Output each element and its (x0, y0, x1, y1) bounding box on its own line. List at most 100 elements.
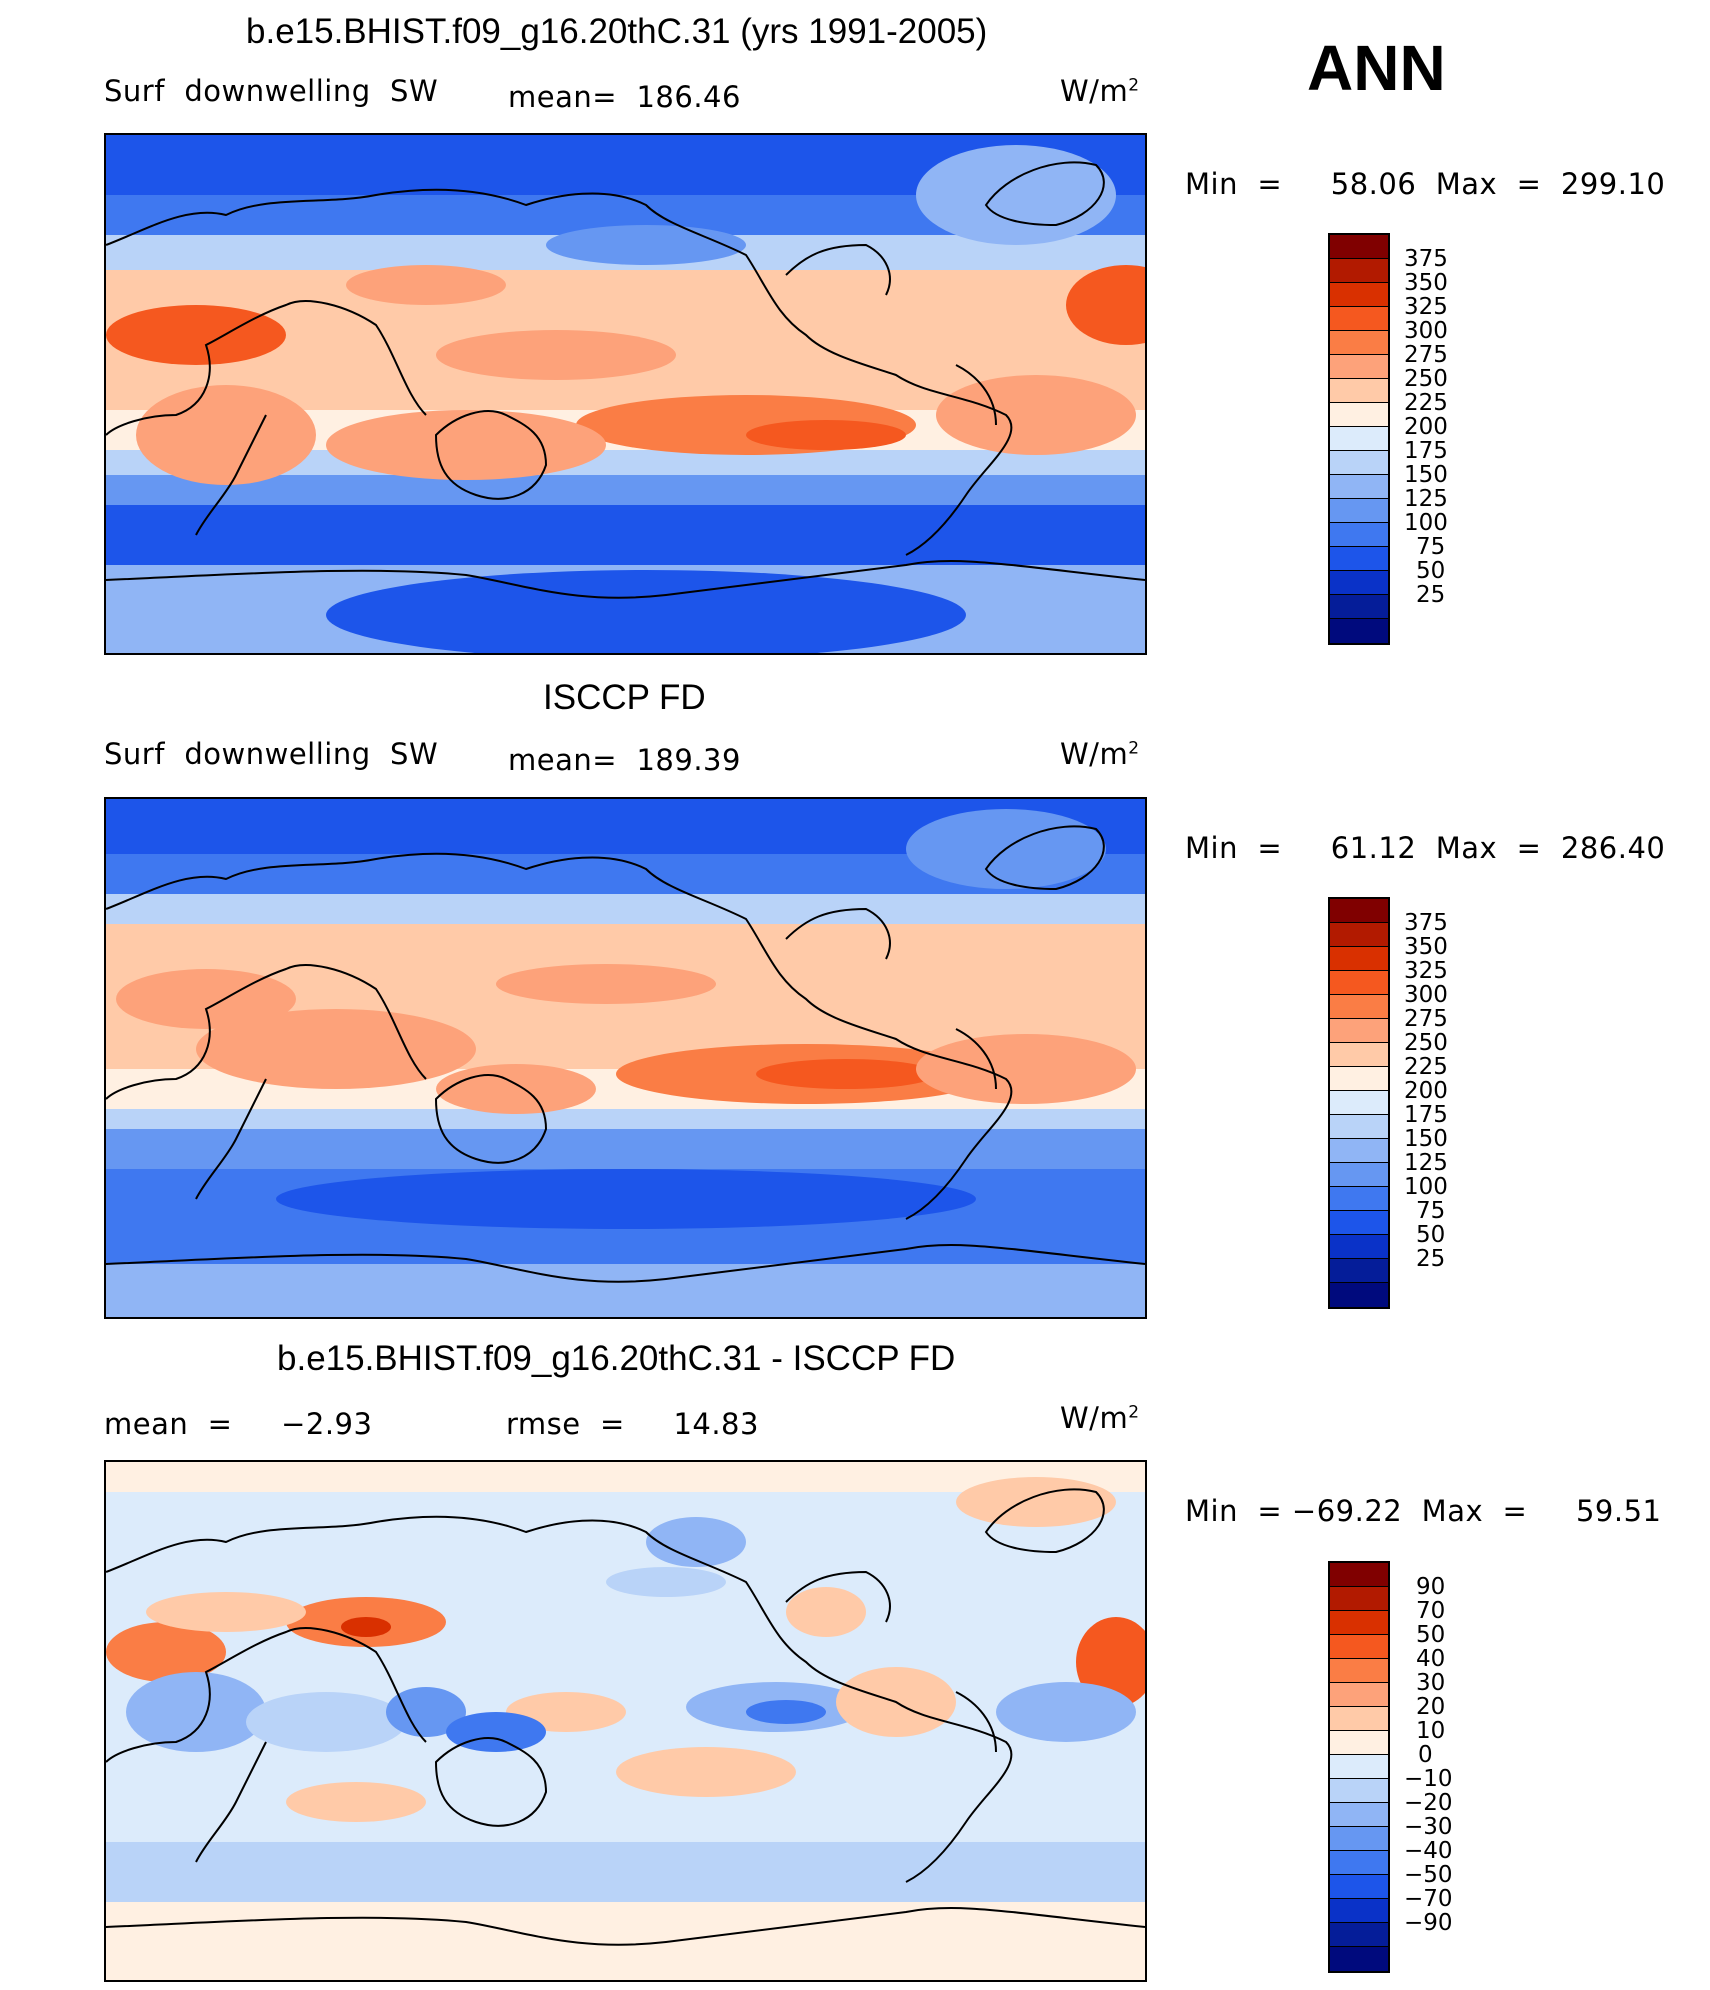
colorbar-segment (1330, 971, 1388, 995)
colorbar-tick-label: 70 (1416, 1598, 1446, 1624)
panel-3-mean-label: mean = −2.93 (104, 1407, 373, 1441)
colorbar-segment (1330, 259, 1388, 283)
colorbar-segment (1330, 1043, 1388, 1067)
colorbar-tick-label: 125 (1404, 1150, 1448, 1176)
colorbar-tick-label: 25 (1416, 1246, 1446, 1272)
colorbar-segment (1330, 1163, 1388, 1187)
panel-2-map (104, 797, 1147, 1319)
colorbar-tick-label: 50 (1416, 1222, 1446, 1248)
colorbar-segment (1330, 1139, 1388, 1163)
colorbar-tick-label: −20 (1404, 1790, 1453, 1816)
colorbar-segment (1330, 475, 1388, 499)
panel-1-minmax: Min = 58.06 Max = 299.10 (1185, 167, 1666, 201)
panel-2-map-svg (106, 799, 1145, 1317)
panel-1-map-svg (106, 135, 1145, 653)
colorbar-segment (1330, 355, 1388, 379)
colorbar-segment (1330, 1923, 1388, 1947)
colorbar-tick-label: −30 (1404, 1814, 1453, 1840)
colorbar-tick-label: −90 (1404, 1910, 1453, 1936)
colorbar-segment (1330, 1707, 1388, 1731)
colorbar-segment (1330, 1659, 1388, 1683)
colorbar-segment (1330, 1779, 1388, 1803)
colorbar-tick-label: 325 (1404, 958, 1448, 984)
colorbar-tick-label: 375 (1404, 246, 1448, 272)
panel-2-units: W/m2 (1060, 737, 1140, 771)
colorbar-tick-label: 75 (1416, 1198, 1446, 1224)
colorbar-segment (1330, 427, 1388, 451)
colorbar-segment (1330, 1851, 1388, 1875)
colorbar-tick-label: 225 (1404, 390, 1448, 416)
colorbar-tick-label: −40 (1404, 1838, 1453, 1864)
colorbar-tick-label: 50 (1416, 1622, 1446, 1648)
colorbar-tick-label: 375 (1404, 910, 1448, 936)
panel-1-units: W/m2 (1060, 74, 1140, 108)
colorbar-tick-label: 200 (1404, 414, 1448, 440)
colorbar-segment (1330, 1899, 1388, 1923)
colorbar-segment (1330, 571, 1388, 595)
colorbar-tick-label: 175 (1404, 1102, 1448, 1128)
colorbar-segment (1330, 1235, 1388, 1259)
colorbar-segment (1330, 595, 1388, 619)
colorbar-segment (1330, 1731, 1388, 1755)
colorbar-tick-label: 25 (1416, 582, 1446, 608)
panel-2-title: ISCCP FD (543, 678, 706, 717)
colorbar-tick-label: 10 (1416, 1718, 1446, 1744)
colorbar-segment (1330, 923, 1388, 947)
colorbar-segment (1330, 1115, 1388, 1139)
colorbar-segment (1330, 995, 1388, 1019)
colorbar-segment (1330, 1827, 1388, 1851)
colorbar-tick-label: 300 (1404, 982, 1448, 1008)
colorbar-segment (1330, 1947, 1388, 1971)
panel-3-map (104, 1460, 1147, 1982)
colorbar-tick-label: 250 (1404, 1030, 1448, 1056)
colorbar-segment (1330, 307, 1388, 331)
panel-3-map-svg (106, 1462, 1145, 1980)
colorbar-tick-label: 250 (1404, 366, 1448, 392)
colorbar-segment (1330, 1875, 1388, 1899)
colorbar-segment (1330, 547, 1388, 571)
colorbar-segment (1330, 1259, 1388, 1283)
colorbar-tick-label: −70 (1404, 1886, 1453, 1912)
colorbar-segment (1330, 899, 1388, 923)
colorbar-segment (1330, 1755, 1388, 1779)
panel-3-minmax: Min = −69.22 Max = 59.51 (1185, 1494, 1662, 1528)
colorbar-tick-label: 350 (1404, 270, 1448, 296)
panel-3-units: W/m2 (1060, 1401, 1140, 1435)
colorbar-tick-label: −50 (1404, 1862, 1453, 1888)
colorbar-segment (1330, 1211, 1388, 1235)
colorbar-tick-label: 225 (1404, 1054, 1448, 1080)
colorbar-segment (1330, 1611, 1388, 1635)
colorbar-segment (1330, 331, 1388, 355)
colorbar-tick-label: 150 (1404, 462, 1448, 488)
colorbar-tick-label: 90 (1416, 1574, 1446, 1600)
panel-3-title: b.e15.BHIST.f09_g16.20thC.31 - ISCCP FD (277, 1339, 956, 1378)
colorbar-tick-label: 125 (1404, 486, 1448, 512)
panel-1-variable-label: Surf downwelling SW (104, 74, 439, 108)
colorbar-segment (1330, 499, 1388, 523)
colorbar-segment (1330, 451, 1388, 475)
colorbar-segment (1330, 947, 1388, 971)
colorbar-segment (1330, 1283, 1388, 1307)
panel-1-mean-label: mean= 186.46 (508, 80, 741, 114)
colorbar-tick-label: 200 (1404, 1078, 1448, 1104)
colorbar-segment (1330, 523, 1388, 547)
colorbar-tick-label: 30 (1416, 1670, 1446, 1696)
colorbar-tick-label: 20 (1416, 1694, 1446, 1720)
panel-2-variable-label: Surf downwelling SW (104, 737, 439, 771)
colorbar-tick-label: 175 (1404, 438, 1448, 464)
colorbar-tick-label: 100 (1404, 510, 1448, 536)
colorbar-segment (1330, 1091, 1388, 1115)
colorbar-tick-label: 300 (1404, 318, 1448, 344)
panel-2-colorbar (1328, 897, 1390, 1309)
colorbar-segment (1330, 1019, 1388, 1043)
colorbar-segment (1330, 619, 1388, 643)
colorbar-segment (1330, 283, 1388, 307)
colorbar-tick-label: 40 (1416, 1646, 1446, 1672)
colorbar-segment (1330, 1587, 1388, 1611)
season-label: ANN (1307, 32, 1446, 104)
colorbar-segment (1330, 1187, 1388, 1211)
colorbar-segment (1330, 1683, 1388, 1707)
colorbar-tick-label: 50 (1416, 558, 1446, 584)
colorbar-segment (1330, 1635, 1388, 1659)
panel-2-minmax: Min = 61.12 Max = 286.40 (1185, 831, 1666, 865)
